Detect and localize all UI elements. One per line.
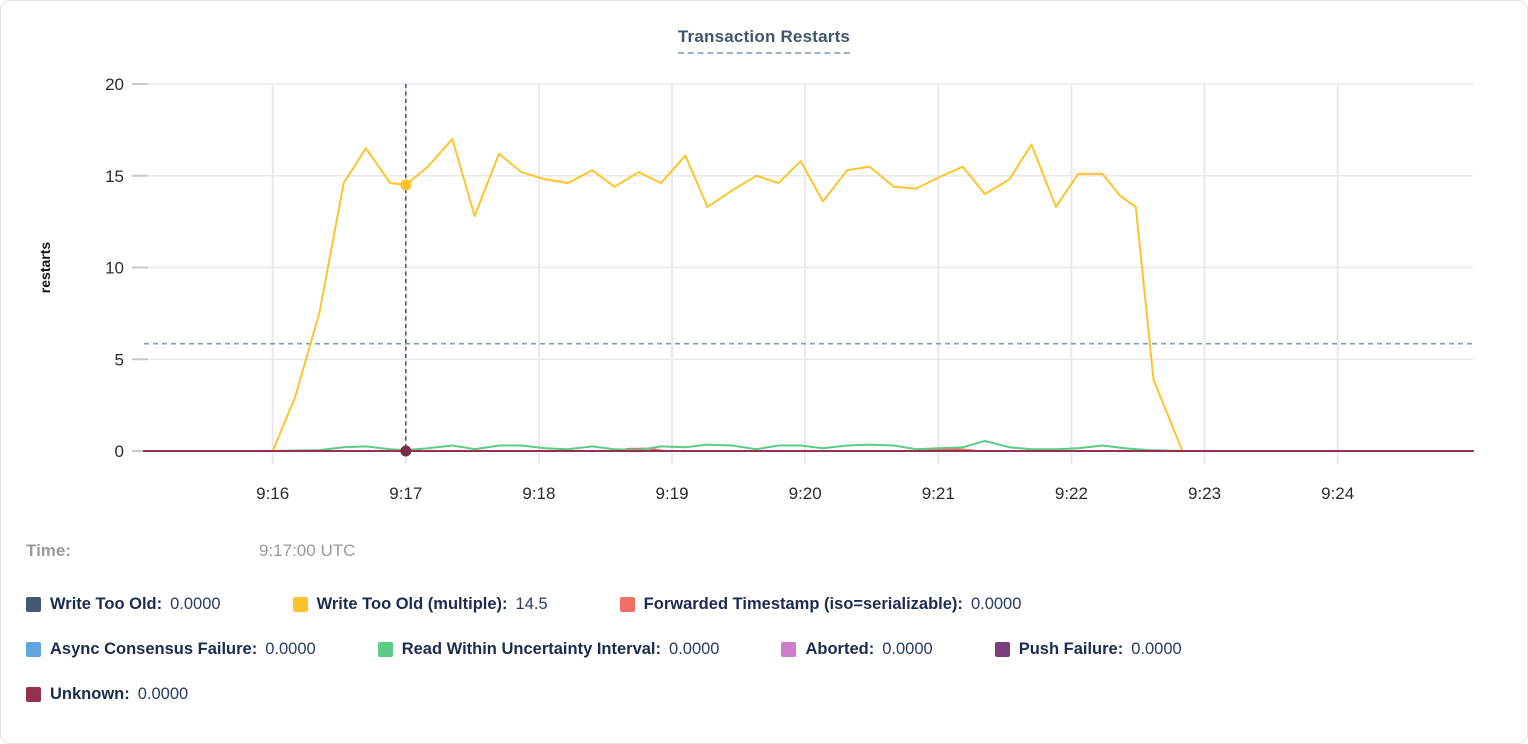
legend-row-1: Write Too Old: 0.0000 Write Too Old (multi… [26,592,1021,616]
transaction-restarts-chart[interactable]: 0 5 10 15 20 9:16 9:17 9:18 9:19 9:20 9:21 9:22 9:23… [1,1,1528,531]
crosshair-point-unknown [400,445,412,457]
legend-label: Write Too Old: [50,594,163,613]
y-tick-label: 20 [105,75,124,94]
legend-item-aborted[interactable]: Aborted: 0.0000 [781,639,933,659]
legend-row-3: Unknown: 0.0000 [26,682,188,706]
legend-value: 0.0000 [1131,639,1182,658]
chart-title-wrap: Transaction Restarts [1,27,1527,54]
legend-item-write-too-old[interactable]: Write Too Old: 0.0000 [26,595,221,614]
y-tick-label: 10 [105,259,124,278]
x-tick-label: 9:17 [389,484,422,503]
x-tick-label: 9:20 [789,484,822,503]
legend-label: Forwarded Timestamp (iso=serializable): [643,594,963,613]
legend-item-async-consensus-failure[interactable]: Async Consensus Failure: 0.0000 [26,640,316,659]
legend-item-forwarded-timestamp-iso-serializable[interactable]: Forwarded Timestamp (iso=serializable): 0… [619,594,1022,614]
legend-swatch [619,596,635,612]
legend-swatch [377,641,393,657]
x-tick-label: 9:22 [1055,484,1088,503]
tooltip-time-row: Time: 9:17:00 UTC [26,541,526,561]
y-tick-label: 15 [105,167,124,186]
x-tick-label: 9:23 [1188,484,1221,503]
y-tick-label: 5 [115,350,124,369]
time-value: 9:17:00 UTC [259,541,356,560]
legend-label: Unknown: [50,684,130,703]
x-tick-label: 9:24 [1321,484,1354,503]
x-tick-label: 9:21 [922,484,955,503]
legend-value: 0.0000 [137,684,189,703]
legend-label: Read Within Uncertainty Interval: [401,639,662,658]
time-label: Time: [26,541,72,560]
legend-value: 14.5 [515,594,548,613]
legend-swatch [994,641,1010,657]
legend-value: 0.0000 [170,594,221,613]
legend-value: 0.0000 [882,639,933,658]
legend-item-unknown[interactable]: Unknown: 0.0000 [26,685,188,704]
legend-label: Async Consensus Failure: [50,639,258,658]
chart-title[interactable]: Transaction Restarts [677,27,851,54]
legend-swatch [292,596,308,612]
crosshair-point-write-too-old-multiple [400,179,412,191]
legend-swatch [781,641,797,657]
series-line-read-within-uncertainty-interval [271,439,1184,452]
legend-swatch [26,596,41,612]
legend-item-write-too-old-multiple[interactable]: Write Too Old (multiple): 14.5 [292,594,548,614]
x-tick-label: 9:16 [256,484,289,503]
legend-value: 0.0000 [970,594,1022,613]
x-tick-label: 9:19 [656,484,689,503]
y-tick-label: 0 [115,442,124,461]
y-axis-label: restarts [37,242,53,294]
legend-row-2: Async Consensus Failure: 0.0000 Read Withi… [26,637,1182,661]
series-line-write-too-old-multiple [271,138,1184,452]
legend-item-read-within-uncertainty-interval[interactable]: Read Within Uncertainty Interval: 0.0000 [377,639,720,659]
legend-label: Push Failure: [1018,639,1124,658]
legend-item-push-failure[interactable]: Push Failure: 0.0000 [994,639,1182,659]
legend-label: Write Too Old (multiple): [316,594,508,613]
legend-swatch [26,641,41,657]
legend-value: 0.0000 [669,639,720,658]
legend-value: 0.0000 [265,639,316,658]
legend-label: Aborted: [805,639,875,658]
legend-swatch [26,686,41,702]
x-tick-label: 9:18 [522,484,555,503]
